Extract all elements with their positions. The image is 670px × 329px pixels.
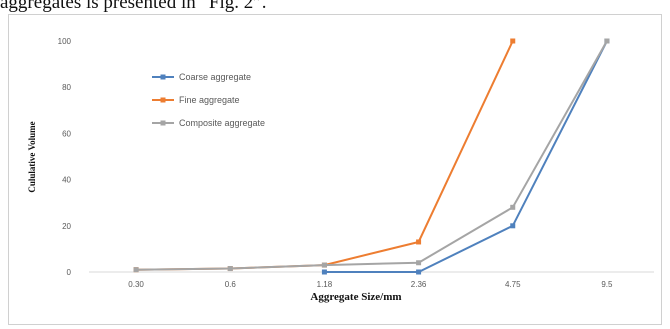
data-point xyxy=(133,267,139,273)
y-axis-ticks: 0 20 40 60 80 100 xyxy=(58,37,72,277)
y-axis-title: Cululative Volume xyxy=(27,121,37,192)
data-point xyxy=(416,239,422,245)
caption-text: aggregates is presented in “Fig. 2”. xyxy=(0,0,267,13)
series-coarse-aggregate xyxy=(321,38,610,275)
legend-label: Composite aggregate xyxy=(179,118,265,128)
data-point xyxy=(510,223,516,229)
data-point xyxy=(510,38,516,44)
legend-marker xyxy=(160,74,166,80)
data-point xyxy=(321,262,327,268)
legend: Coarse aggregate Fine aggregate Composite … xyxy=(152,72,265,128)
y-tick-label: 0 xyxy=(67,268,72,277)
series-line xyxy=(136,40,608,271)
legend-label: Fine aggregate xyxy=(179,95,240,105)
legend-item: Composite aggregate xyxy=(152,118,265,128)
x-tick-label: 4.75 xyxy=(505,280,521,289)
legend-label: Coarse aggregate xyxy=(179,72,251,82)
data-point xyxy=(510,204,516,210)
x-axis-title: Aggregate Size/mm xyxy=(310,291,401,303)
y-tick-label: 100 xyxy=(58,37,72,46)
cumulative-volume-chart: 0 20 40 60 80 100 0.30 0.6 1.18 2.36 4.75 9.5 Coar… xyxy=(27,37,654,303)
data-point xyxy=(604,38,610,44)
y-tick-label: 60 xyxy=(62,129,71,138)
series-group xyxy=(133,38,610,275)
x-tick-label: 2.36 xyxy=(411,280,427,289)
x-tick-label: 1.18 xyxy=(317,280,333,289)
x-tick-label: 0.6 xyxy=(225,280,237,289)
x-axis-ticks: 0.30 0.6 1.18 2.36 4.75 9.5 xyxy=(128,280,613,289)
y-tick-label: 20 xyxy=(62,222,71,231)
chart-frame: 0 20 40 60 80 100 0.30 0.6 1.18 2.36 4.75 9.5 Coar… xyxy=(8,14,662,325)
x-tick-label: 0.30 xyxy=(128,280,144,289)
y-tick-label: 40 xyxy=(62,176,71,185)
data-point xyxy=(227,266,233,272)
data-point xyxy=(321,269,327,275)
series-line xyxy=(324,40,608,273)
data-point xyxy=(416,260,422,266)
legend-item: Coarse aggregate xyxy=(152,72,251,82)
legend-marker xyxy=(160,97,166,103)
legend-item: Fine aggregate xyxy=(152,95,240,105)
y-tick-label: 80 xyxy=(62,83,71,92)
data-point xyxy=(416,269,422,275)
series-composite-aggregate xyxy=(133,38,610,273)
x-tick-label: 9.5 xyxy=(601,280,613,289)
legend-marker xyxy=(160,120,166,126)
